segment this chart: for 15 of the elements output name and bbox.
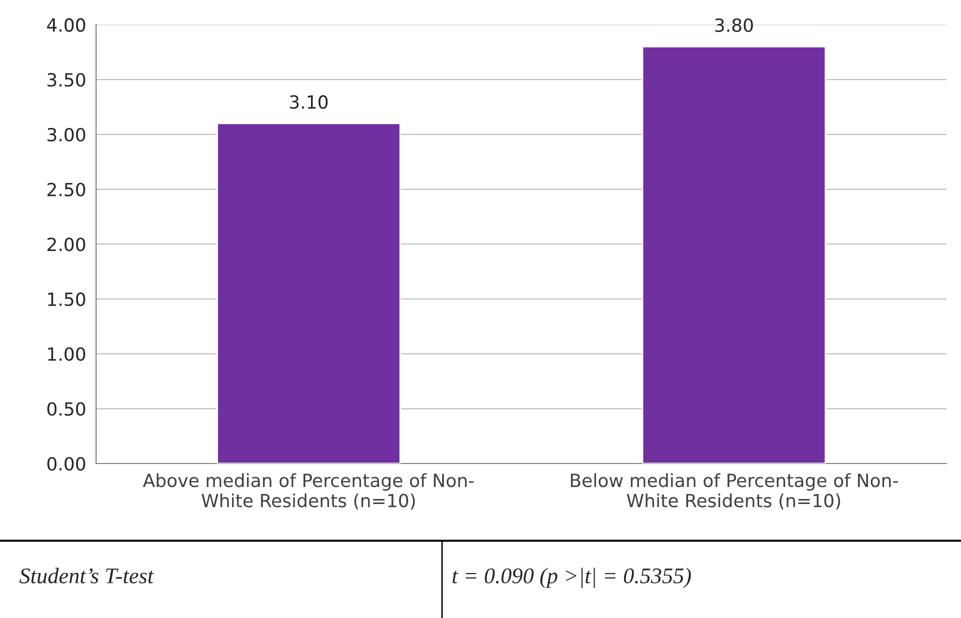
y-tick-label: 0.00	[47, 456, 86, 471]
data-label: 3.10	[290, 95, 328, 109]
text: t = 0.090 (p >|t| = 0.5355)	[452, 568, 691, 588]
data-label: 3.80	[715, 18, 753, 32]
y-tick-label: 2.00	[48, 238, 86, 252]
x-tick-label: Below median of Percentage of Non-White Residents (n=10)	[570, 473, 898, 510]
y-tick-label: 4.00	[47, 18, 86, 32]
y-tick-label: 1.50	[48, 292, 86, 306]
x-tick-label: Above median of Percentage of Non-White Residents (n=10)	[142, 473, 474, 510]
y-tick-label: 3.00	[48, 128, 86, 142]
y-tick-label: 0.50	[47, 402, 86, 416]
y-tick-label: 2.50	[48, 182, 86, 196]
text: Student’s T-test	[19, 568, 154, 584]
y-tick-label: 1.00	[48, 347, 86, 361]
y-tick-label: 3.50	[48, 73, 86, 87]
